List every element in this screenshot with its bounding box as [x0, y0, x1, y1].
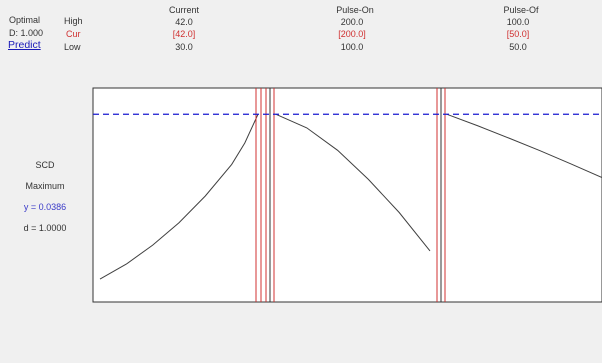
response-name: SCD [35, 160, 55, 170]
optimal-label: Optimal [9, 15, 41, 25]
cur-label: Cur [66, 29, 81, 39]
factor-cur-current[interactable]: [42.0] [172, 29, 196, 39]
predict-link[interactable]: Predict [8, 39, 41, 51]
panel-pulse-of [440, 87, 602, 303]
factor-low-current: 30.0 [175, 42, 193, 52]
high-label: High [64, 16, 83, 26]
response-curve-pulse-on [275, 113, 431, 252]
factor-name-current: Current [168, 5, 200, 15]
factor-high-pulse-of: 100.0 [506, 17, 530, 27]
factor-name-pulse-of: Pulse-Of [503, 5, 539, 15]
response-curve-pulse-of [446, 113, 602, 178]
response-predicted-y: y = 0.0386 [23, 202, 67, 212]
plot-area [93, 88, 602, 302]
response-desirability: d = 1.0000 [23, 223, 67, 233]
factor-cur-pulse-of[interactable]: [50.0] [506, 29, 530, 39]
response-curve-current [99, 114, 259, 280]
response-goal: Maximum [25, 181, 65, 191]
low-label: Low [64, 42, 81, 52]
factor-high-current: 42.0 [175, 17, 193, 27]
factor-high-pulse-on: 200.0 [340, 17, 364, 27]
factor-low-pulse-on: 100.0 [340, 42, 364, 52]
composite-desirability: D: 1.000 [9, 28, 44, 38]
factor-name-pulse-on: Pulse-On [336, 5, 374, 15]
factor-cur-pulse-on[interactable]: [200.0] [338, 29, 366, 39]
factor-low-pulse-of: 50.0 [509, 42, 527, 52]
